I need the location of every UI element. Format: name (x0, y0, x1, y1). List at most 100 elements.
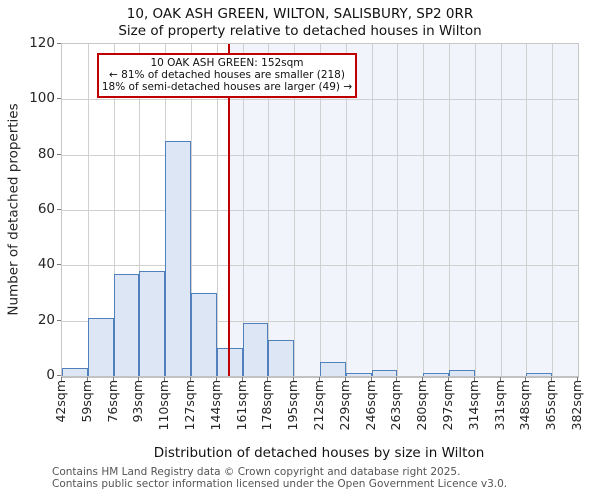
y-tick-label-20: 20 (37, 311, 55, 328)
v-gridline-161 (242, 44, 244, 376)
annotation-line-3: 18% of semi-detached houses are larger (… (101, 81, 353, 93)
histogram-bar-42sqm (62, 367, 88, 376)
annotation-line-1: 10 OAK ASH GREEN: 152sqm (150, 57, 304, 69)
x-tick-label-280sqm: 280sqm (414, 380, 430, 431)
v-gridline-365 (552, 44, 554, 376)
y-tick-mark-20 (57, 319, 61, 321)
x-tick-label-382sqm: 382sqm (569, 380, 584, 431)
histogram-bar-348sqm (526, 373, 553, 376)
x-tick-mark-110sqm (164, 377, 166, 381)
x-tick-label-348sqm: 348sqm (517, 380, 533, 431)
histogram-bar-59sqm (87, 317, 114, 376)
y-tick-label-60: 60 (37, 201, 55, 217)
x-tick-mark-297sqm (448, 377, 449, 381)
histogram-bar-93sqm (139, 270, 166, 376)
v-gridline-93 (139, 44, 141, 376)
v-gridline-212 (320, 44, 321, 376)
x-tick-mark-93sqm (138, 377, 140, 381)
v-gridline-331 (500, 44, 502, 376)
chart-title-address: 10, OAK ASH GREEN, WILTON, SALISBURY, SP… (126, 6, 474, 22)
annotation-box: 10 OAK ASH GREEN: 152sqm ← 81% of detach… (97, 53, 357, 98)
annotation-line-2: ← 81% of detached houses are smaller (21… (109, 69, 345, 81)
x-tick-mark-144sqm (215, 377, 217, 381)
x-tick-label-178sqm: 178sqm (259, 380, 275, 431)
histogram-bar-212sqm (320, 362, 346, 376)
histogram-bar-76sqm (113, 273, 140, 376)
y-tick-label-40: 40 (37, 256, 55, 273)
x-tick-label-127sqm: 127sqm (182, 380, 197, 431)
v-gridline-297 (449, 44, 450, 376)
v-gridline-127 (191, 44, 192, 376)
x-tick-mark-178sqm (267, 377, 269, 381)
x-tick-label-59sqm: 59sqm (78, 380, 94, 423)
histogram-bar-178sqm (268, 340, 295, 376)
x-tick-mark-212sqm (319, 377, 320, 381)
x-tick-mark-382sqm (577, 377, 578, 381)
x-tick-label-42sqm: 42sqm (53, 380, 68, 423)
x-tick-label-314sqm: 314sqm (465, 380, 481, 431)
plot-area: 10 OAK ASH GREEN: 152sqm ← 81% of detach… (61, 43, 579, 378)
v-gridline-314 (474, 44, 476, 376)
x-tick-label-229sqm: 229sqm (336, 380, 352, 431)
marker-line-152sqm (227, 44, 230, 376)
x-tick-mark-365sqm (551, 377, 553, 381)
x-tick-mark-42sqm (61, 377, 62, 381)
v-gridline-280 (423, 44, 425, 376)
x-tick-label-76sqm: 76sqm (104, 380, 120, 423)
v-gridline-178 (268, 44, 270, 376)
y-tick-label-80: 80 (37, 145, 55, 162)
v-gridline-263 (397, 44, 399, 376)
histogram-bar-229sqm (345, 373, 372, 376)
attribution-line-2: Contains public sector information licen… (52, 477, 508, 490)
x-tick-mark-263sqm (396, 377, 398, 381)
y-tick-label-120: 120 (29, 35, 55, 51)
y-tick-mark-100 (57, 98, 61, 100)
v-gridline-229 (345, 44, 347, 376)
x-tick-label-246sqm: 246sqm (362, 380, 378, 431)
histogram-bar-280sqm (423, 373, 449, 376)
x-tick-mark-195sqm (293, 377, 295, 381)
attribution-footer: Contains HM Land Registry data © Crown c… (52, 466, 508, 490)
attribution-line-1: Contains HM Land Registry data © Crown c… (52, 466, 461, 478)
histogram-bar-110sqm (165, 140, 191, 376)
x-tick-mark-127sqm (190, 377, 191, 381)
v-gridline-76 (113, 44, 115, 376)
x-tick-mark-314sqm (473, 377, 475, 381)
v-gridline-59 (87, 44, 89, 376)
x-tick-label-144sqm: 144sqm (207, 380, 223, 431)
y-tick-mark-80 (57, 153, 61, 155)
v-gridline-195 (294, 44, 296, 376)
histogram-bar-127sqm (191, 293, 217, 376)
x-tick-label-365sqm: 365sqm (543, 380, 559, 431)
x-tick-label-161sqm: 161sqm (233, 380, 249, 431)
x-tick-label-110sqm: 110sqm (156, 380, 172, 431)
y-tick-mark-40 (57, 264, 61, 266)
chart-subtitle: Size of property relative to detached ho… (118, 23, 482, 39)
x-tick-mark-229sqm (344, 377, 346, 381)
x-tick-label-93sqm: 93sqm (130, 380, 146, 423)
y-tick-mark-120 (57, 43, 61, 44)
histogram-bar-246sqm (371, 370, 398, 376)
y-tick-mark-60 (57, 209, 61, 210)
histogram-bar-161sqm (242, 323, 269, 376)
x-tick-label-212sqm: 212sqm (311, 380, 326, 431)
v-gridline-348 (526, 44, 528, 376)
x-tick-mark-348sqm (525, 377, 527, 381)
y-tick-label-100: 100 (29, 90, 55, 107)
x-tick-label-297sqm: 297sqm (440, 380, 455, 431)
x-tick-mark-161sqm (241, 377, 243, 381)
x-tick-label-195sqm: 195sqm (285, 380, 301, 431)
v-gridline-246 (371, 44, 373, 376)
y-tick-label-0: 0 (46, 367, 55, 383)
x-tick-label-263sqm: 263sqm (388, 380, 404, 431)
v-gridline-144 (216, 44, 218, 376)
x-tick-mark-59sqm (86, 377, 88, 381)
x-tick-mark-246sqm (370, 377, 372, 381)
x-tick-mark-280sqm (422, 377, 424, 381)
x-axis-title: Distribution of detached houses by size … (153, 445, 485, 461)
x-tick-label-331sqm: 331sqm (491, 380, 507, 431)
histogram-bar-297sqm (449, 370, 475, 376)
y-tick-mark-0 (57, 375, 61, 376)
x-tick-mark-331sqm (499, 377, 501, 381)
